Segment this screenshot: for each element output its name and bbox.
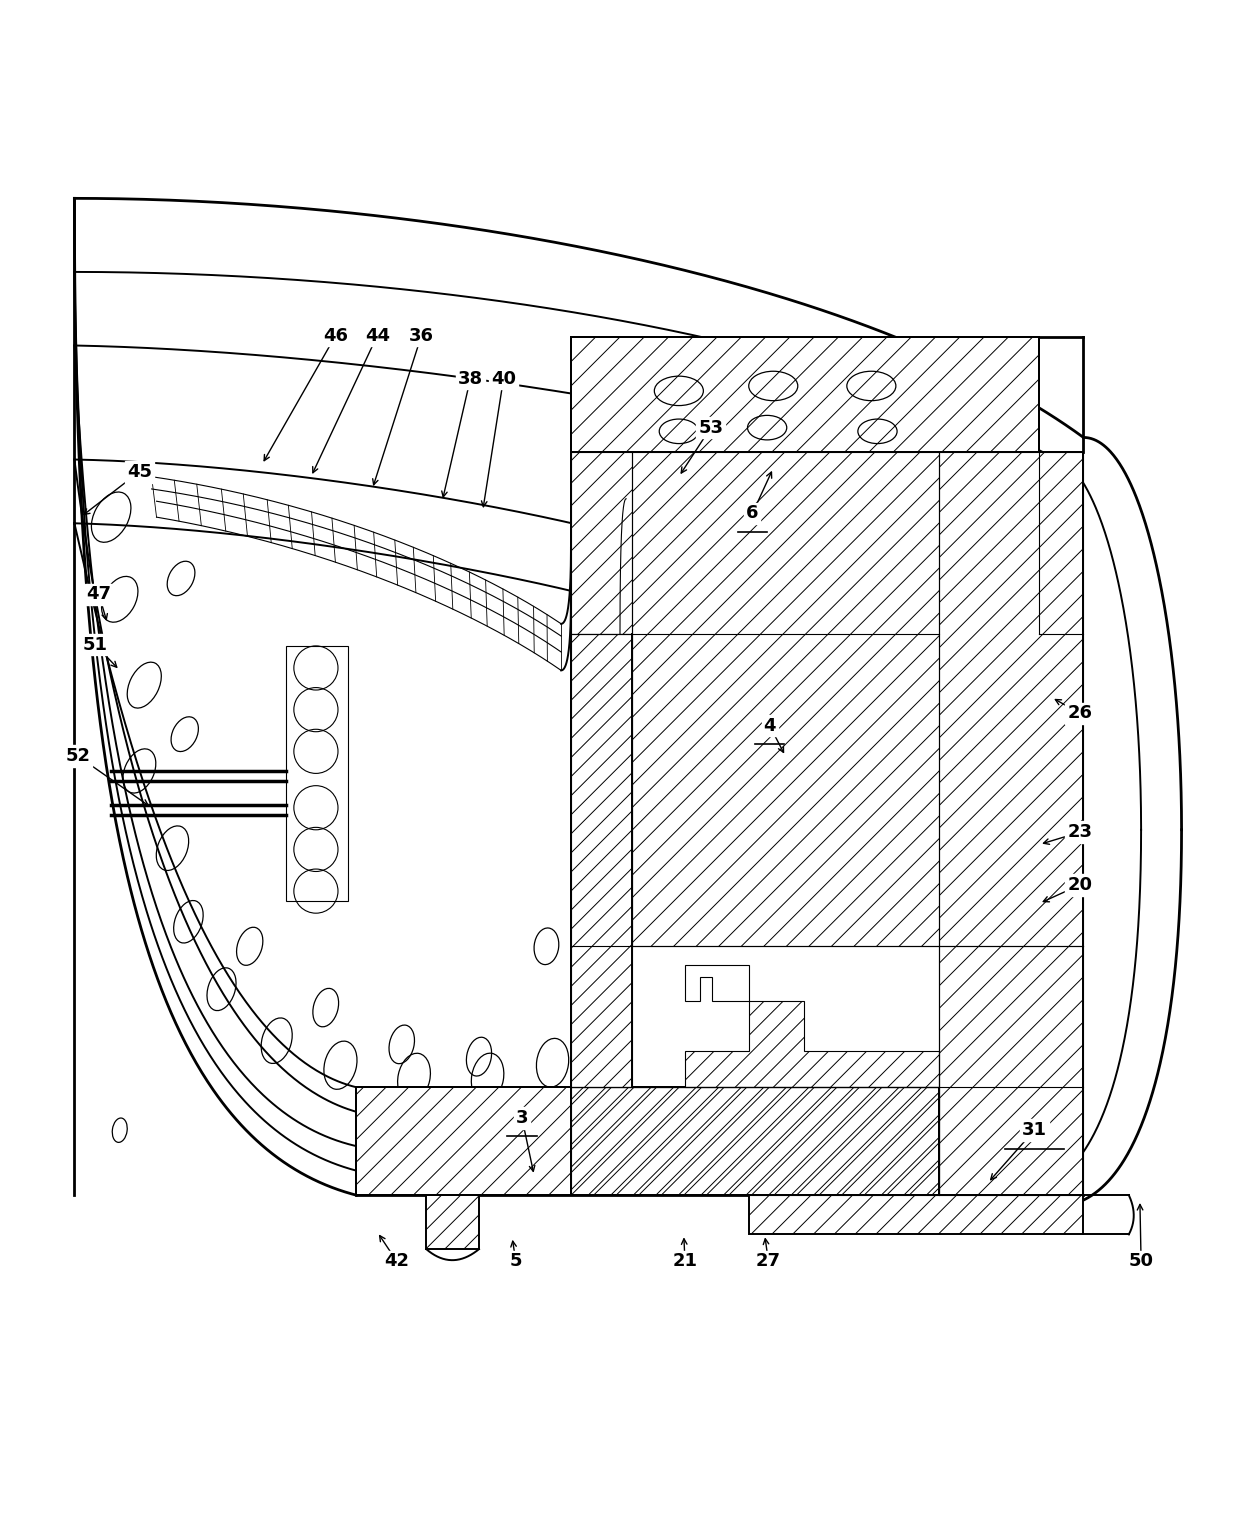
Circle shape (308, 742, 325, 761)
Text: 42: 42 (384, 1253, 409, 1271)
Polygon shape (684, 1002, 939, 1087)
Text: 3: 3 (516, 1108, 528, 1127)
Circle shape (308, 701, 325, 718)
Text: 44: 44 (365, 327, 389, 344)
Text: 20: 20 (1068, 876, 1092, 895)
Polygon shape (570, 337, 1039, 452)
Text: 23: 23 (1068, 824, 1092, 841)
Text: 45: 45 (126, 463, 151, 481)
Polygon shape (427, 1196, 479, 1250)
Text: 31: 31 (1022, 1120, 1047, 1139)
Text: 36: 36 (409, 327, 434, 344)
Polygon shape (356, 1087, 939, 1196)
Polygon shape (570, 452, 1084, 1196)
Text: 38: 38 (458, 369, 482, 387)
Text: 47: 47 (87, 586, 112, 604)
Text: 53: 53 (698, 418, 723, 437)
Polygon shape (570, 1087, 939, 1196)
Text: 6: 6 (746, 504, 759, 523)
Polygon shape (570, 452, 632, 633)
Text: 52: 52 (66, 747, 91, 765)
Polygon shape (939, 452, 1084, 1196)
Text: 27: 27 (756, 1253, 781, 1271)
Polygon shape (749, 1196, 1084, 1234)
Text: 4: 4 (764, 716, 776, 735)
Text: 50: 50 (1128, 1253, 1153, 1271)
Text: 5: 5 (510, 1253, 522, 1271)
Text: 51: 51 (83, 636, 108, 653)
Circle shape (308, 659, 325, 676)
Text: 21: 21 (672, 1253, 697, 1271)
Text: 40: 40 (491, 369, 516, 387)
Text: 46: 46 (324, 327, 348, 344)
Text: 26: 26 (1068, 704, 1092, 722)
Polygon shape (632, 452, 939, 947)
Polygon shape (570, 633, 632, 1087)
